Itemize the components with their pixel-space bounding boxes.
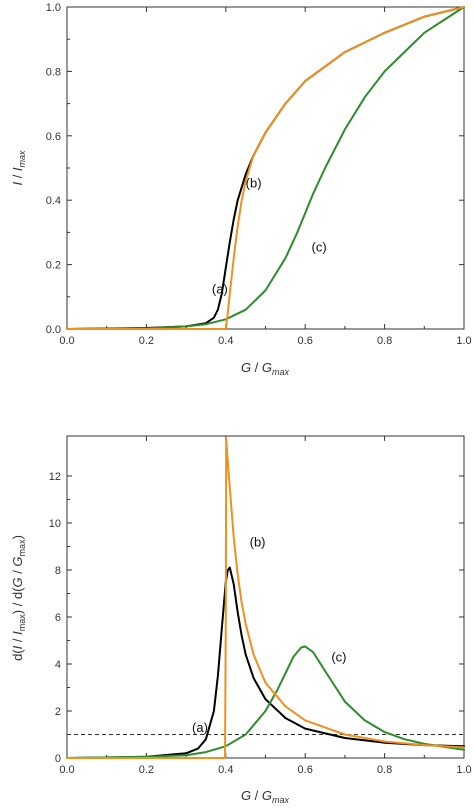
x-tick-label: 0.8 [377,335,392,347]
curve-label-c: (c) [331,650,346,665]
x-tick-label: 0.2 [139,335,154,347]
y-tick-label: 0.0 [46,324,61,336]
tick-labels-bottom: 0.0 0.2 0.4 0.6 0.8 1.0 0 2 4 6 8 10 12 [49,471,472,776]
series-line-c [66,645,465,759]
curves-bottom [66,437,465,759]
x-tick-label: 0.8 [377,764,392,776]
y-tick-label: 2 [55,706,61,718]
y-axis-title-top: I / Imax [10,150,27,186]
y-tick-label: 0.4 [46,195,61,207]
y-tick-label: 4 [55,659,61,671]
x-tick-label: 0.4 [218,335,233,347]
curve-label-a: (a) [192,720,208,735]
x-tick-label: 0.6 [298,764,313,776]
annotations-bottom: (a) (b) (c) [192,534,346,735]
curve-label-b: (b) [250,534,266,549]
y-tick-label: 8 [55,565,61,577]
y-tick-label: 0 [55,753,61,765]
series-line-a [66,566,465,759]
series-line-b [66,6,465,330]
x-tick-label: 0.2 [139,764,154,776]
y-tick-label: 12 [49,471,61,483]
curves-top [66,6,465,330]
y-tick-label: 0.2 [46,260,61,272]
x-tick-label: 0.4 [218,764,233,776]
y-tick-label: 6 [55,612,61,624]
x-tick-label: 0.0 [59,335,74,347]
ticks-top [66,6,465,330]
y-tick-label: 0.6 [46,131,61,143]
annotations-top: (a) (b) (c) [212,175,327,296]
x-tick-label: 1.0 [456,335,471,347]
chart-top: 0.0 0.2 0.4 0.6 0.8 1.0 0.0 0.2 0.4 0.6 0.8 1.0 (a)… [10,2,472,377]
x-tick-label: 0.0 [59,764,74,776]
curve-label-b: (b) [246,175,262,190]
x-axis-title-bottom: G / Gmax [241,788,290,805]
curve-label-a: (a) [212,282,228,297]
x-tick-label: 1.0 [456,764,471,776]
plot-area-top [66,6,465,330]
curve-label-c: (c) [312,240,327,255]
x-axis-title-top: G / Gmax [241,360,290,377]
chart-bottom: 0.0 0.2 0.4 0.6 0.8 1.0 0 2 4 6 8 10 12 (a) (b) (c) G … [10,435,472,805]
y-tick-label: 10 [49,518,61,530]
tick-labels-top: 0.0 0.2 0.4 0.6 0.8 1.0 0.0 0.2 0.4 0.6 0.8 1.0 [46,2,472,347]
y-tick-label: 1.0 [46,2,61,14]
y-tick-label: 0.8 [46,66,61,78]
y-axis-title-bottom: d(I / Imax) / d(G / Gmax) [10,535,27,661]
x-tick-label: 0.6 [298,335,313,347]
series-line-c [66,6,465,330]
series-line-a [66,6,465,330]
series-line-b [66,437,465,759]
